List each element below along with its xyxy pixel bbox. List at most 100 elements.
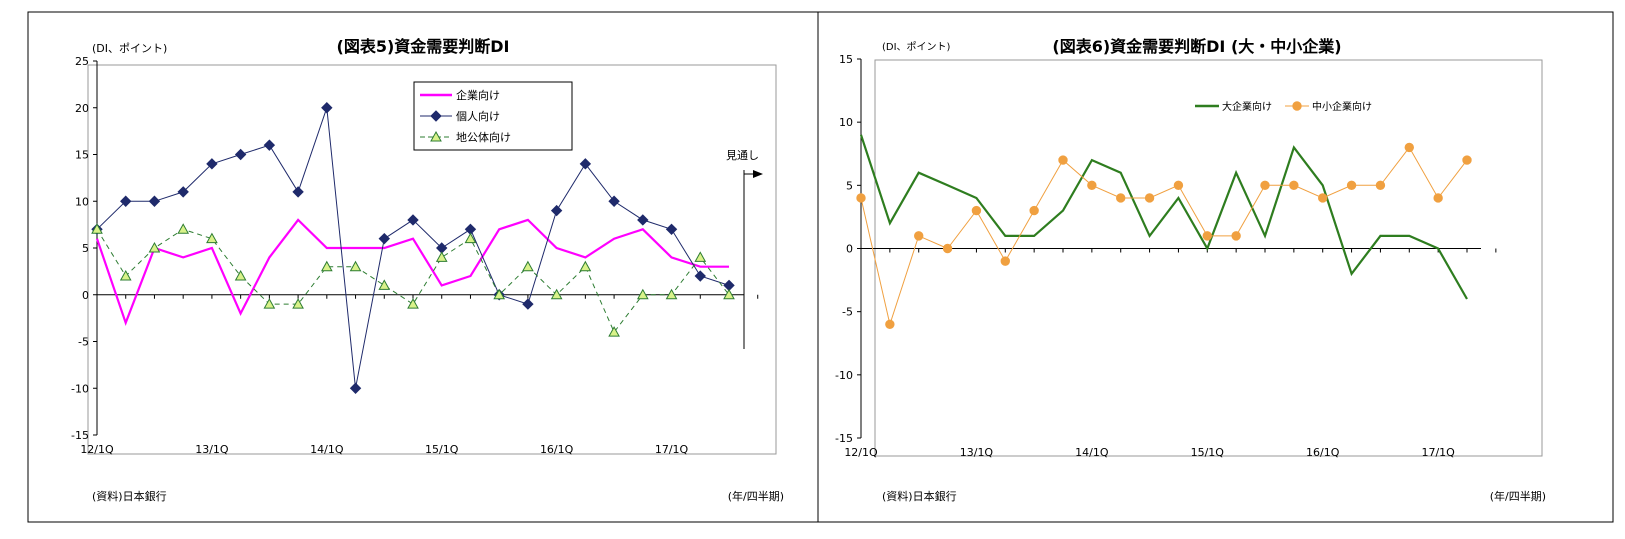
left-series-point-1 [579,158,592,170]
left-series-point-1 [148,195,161,207]
chart-right-xlabel: (年/四半期) [1490,489,1546,503]
left-y-tick-label: 0 [82,289,89,302]
left-series-point-1 [292,186,304,198]
right-y-tick-label: 15 [839,53,853,66]
left-series-point-2 [579,260,592,272]
left-series-point-2 [263,298,276,309]
left-series-point-2 [234,270,247,281]
left-y-tick-label: -10 [71,382,89,395]
legend-left-label-1: 個人向け [456,109,500,123]
left-series-point-2 [320,260,333,272]
right-series-point-1 [1144,193,1155,203]
chart-left-plot-area [87,64,777,455]
right-series-point-1 [1433,193,1443,203]
right-series-point-1 [1462,155,1472,165]
right-series-point-1 [1029,205,1039,216]
left-series-point-1 [407,214,419,226]
right-series-point-1 [856,193,866,203]
left-x-tick-label: 16/1Q [540,443,574,456]
legend-left-marker-2 [430,130,442,142]
forecast-marker [743,170,763,349]
right-series-point-1 [1289,180,1299,191]
legend-left-label-2: 地公体向け [456,130,511,144]
panel-right-border [817,11,1614,523]
right-series-point-1 [1404,142,1414,153]
right-x-tick-label: 17/1Q [1421,446,1455,459]
chart-left-xlabel: (年/四半期) [728,489,784,503]
left-series-point-2 [292,298,304,309]
left-series-point-1 [550,204,563,217]
legend-left-marker-1 [430,110,442,122]
right-series-point-1 [885,319,895,329]
left-y-tick-label: 20 [75,102,89,115]
right-series-point-1 [1000,256,1010,266]
left-series-point-1 [694,270,706,282]
left-series-point-2 [636,288,649,300]
legend-right-label-0: 大企業向け [1222,100,1272,113]
legend-left-label-0: 企業向け [456,88,500,102]
left-series-point-1 [120,195,132,207]
left-series-point-2 [435,251,448,262]
chart-left-source: (資料)日本銀行 [92,489,167,503]
left-series-point-2 [608,326,620,337]
left-series-point-2 [349,260,362,272]
right-x-tick-label: 15/1Q [1191,446,1225,459]
right-series-point-1 [1375,180,1386,191]
legend-right-label-1: 中小企業向け [1312,100,1372,113]
right-x-tick-label: 12/1Q [844,446,878,459]
left-series-point-2 [148,241,161,253]
left-x-tick-label: 12/1Q [80,443,114,456]
right-y-tick-label: -15 [835,432,853,445]
right-series-line-0 [859,134,1468,300]
right-y-tick-label: 0 [846,243,853,256]
right-y-tick-label: 10 [839,116,853,129]
left-series-point-2 [723,288,735,300]
chart-left-annotation: 見通し [726,149,759,162]
right-y-tick-label: -10 [835,369,853,382]
left-series-point-2 [694,251,707,262]
chart-left-title: (図表5)資金需要判断DI [337,37,510,56]
right-series-point-1 [1231,231,1241,241]
right-series-point-1 [1318,193,1328,203]
left-series-point-1 [608,195,620,207]
left-y-tick-label: -15 [71,429,89,442]
left-series-point-2 [464,232,477,244]
left-series-point-2 [119,270,132,281]
left-x-tick-label: 14/1Q [310,443,344,456]
right-series-point-1 [1173,180,1184,191]
left-series-point-1 [637,214,649,226]
right-y-tick-label: 5 [846,179,853,192]
left-series-point-1 [522,298,534,310]
right-series-point-1 [942,243,953,254]
chart-panel-left: (図表5)資金需要判断DI (DI、ポイント) (資料)日本銀行 (年/四半期)… [27,11,819,523]
left-series-point-2 [177,223,190,234]
left-x-tick-label: 15/1Q [425,443,459,456]
right-x-tick-label: 14/1Q [1075,446,1109,459]
left-series-point-2 [493,288,506,300]
chart-panel-right: (図表6)資金需要判断DI (大・中小企業) (DI、ポイント) (資料)日本銀… [817,11,1614,523]
right-y-tick-label: -5 [842,306,853,319]
left-x-tick-label: 13/1Q [195,443,229,456]
left-series-point-2 [91,223,103,234]
left-series-point-1 [349,382,362,394]
chart-right-legend: 大企業向け 中小企業向け [1195,100,1372,113]
right-series-line-1 [860,146,1468,327]
right-series-point-1 [1346,180,1357,191]
left-series-point-2 [378,279,391,290]
right-series-point-1 [914,231,924,241]
left-y-tick-label: 5 [82,242,89,255]
right-series-point-1 [1202,231,1212,241]
left-series-point-1 [206,158,218,170]
right-series-point-1 [1116,193,1126,203]
right-series-point-1 [1260,180,1270,191]
right-series-point-1 [1058,155,1068,165]
chart-left-ylabel: (DI、ポイント) [92,42,167,55]
left-series-point-1 [234,148,247,161]
left-series-point-2 [550,288,563,300]
left-y-tick-label: 10 [75,195,89,208]
left-series-point-1 [665,223,678,236]
legend-right-marker-1 [1292,101,1302,111]
left-series-point-1 [177,186,189,198]
